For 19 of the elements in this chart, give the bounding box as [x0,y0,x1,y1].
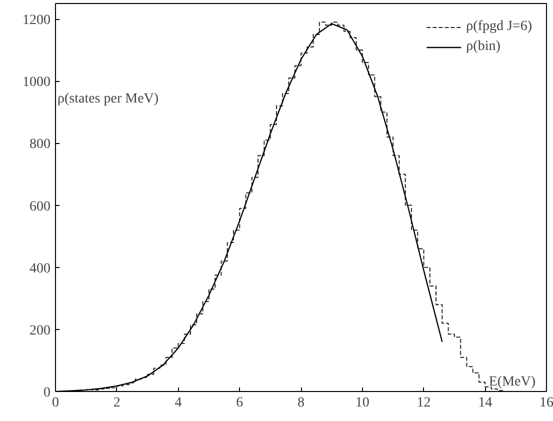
x-tick-label: 14 [478,396,492,410]
x-axis-title: E(MeV) [488,374,536,390]
x-tick-label: 12 [416,396,431,410]
legend-label: ρ(bin) [466,39,500,55]
y-tick-label: 800 [30,137,50,152]
y-tick-label: 0 [44,386,50,400]
legend-label: ρ(fpgd J=6) [466,19,532,35]
x-tick-label: 16 [540,396,553,410]
x-tick-label: 8 [298,396,304,410]
x-tick-label: 2 [113,396,120,410]
y-tick-label: 200 [30,323,50,338]
y-tick-label: 1000 [22,75,50,90]
x-tick-label: 4 [174,396,182,410]
y-axis-title: ρ(states per MeV) [58,92,159,106]
x-tick-label: 10 [355,396,370,410]
y-tick-label: 400 [30,261,50,276]
y-tick-label: 1200 [22,13,50,28]
x-tick-label: 6 [236,396,244,410]
y-tick-label: 600 [30,199,50,214]
